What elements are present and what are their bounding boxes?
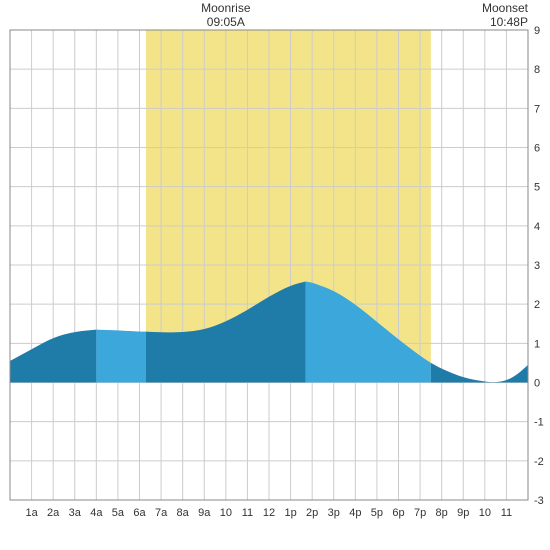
svg-text:Moonrise: Moonrise: [201, 1, 251, 15]
svg-text:10:48P: 10:48P: [490, 15, 528, 29]
svg-text:Moonset: Moonset: [482, 1, 529, 15]
x-tick-label: 10: [479, 507, 491, 519]
x-tick-label: 2p: [306, 507, 318, 519]
x-tick-label: 11: [501, 507, 512, 519]
moonrise-label: Moonrise09:05A: [201, 1, 251, 29]
x-tick-label: 1p: [284, 507, 296, 519]
y-tick-label: 1: [534, 338, 540, 350]
x-tick-label: 8p: [436, 507, 448, 519]
x-tick-label: 10: [220, 507, 232, 519]
y-tick-label: 3: [534, 260, 540, 272]
y-tick-label: -2: [534, 456, 544, 468]
x-tick-label: 6a: [133, 507, 146, 519]
moonset-label: Moonset10:48P: [482, 1, 529, 29]
y-tick-label: 7: [534, 103, 540, 115]
x-tick-label: 7p: [414, 507, 426, 519]
x-tick-label: 9a: [198, 507, 211, 519]
x-tick-label: 6p: [392, 507, 404, 519]
y-tick-label: 6: [534, 143, 540, 155]
svg-text:09:05A: 09:05A: [207, 15, 245, 29]
x-tick-label: 3p: [328, 507, 340, 519]
x-tick-label: 4p: [349, 507, 361, 519]
y-tick-label: 9: [534, 25, 540, 37]
x-tick-label: 4a: [90, 507, 103, 519]
x-tick-label: 11: [242, 507, 253, 519]
y-tick-label: 8: [534, 64, 540, 76]
x-tick-label: 8a: [177, 507, 190, 519]
x-tick-label: 9p: [457, 507, 469, 519]
x-tick-label: 12: [263, 507, 275, 519]
y-tick-label: 0: [534, 378, 540, 390]
x-tick-label: 5a: [112, 507, 125, 519]
x-tick-label: 3a: [69, 507, 82, 519]
y-tick-label: -3: [534, 495, 544, 507]
y-tick-label: 4: [534, 221, 540, 233]
x-tick-label: 7a: [155, 507, 168, 519]
x-tick-label: 2a: [47, 507, 60, 519]
y-tick-label: 2: [534, 299, 540, 311]
x-tick-label: 1a: [25, 507, 38, 519]
x-tick-label: 5p: [371, 507, 383, 519]
chart-svg: -3-2-101234567891a2a3a4a5a6a7a8a9a101112…: [0, 0, 550, 550]
y-tick-label: -1: [534, 417, 544, 429]
tide-chart: -3-2-101234567891a2a3a4a5a6a7a8a9a101112…: [0, 0, 550, 550]
y-tick-label: 5: [534, 182, 540, 194]
